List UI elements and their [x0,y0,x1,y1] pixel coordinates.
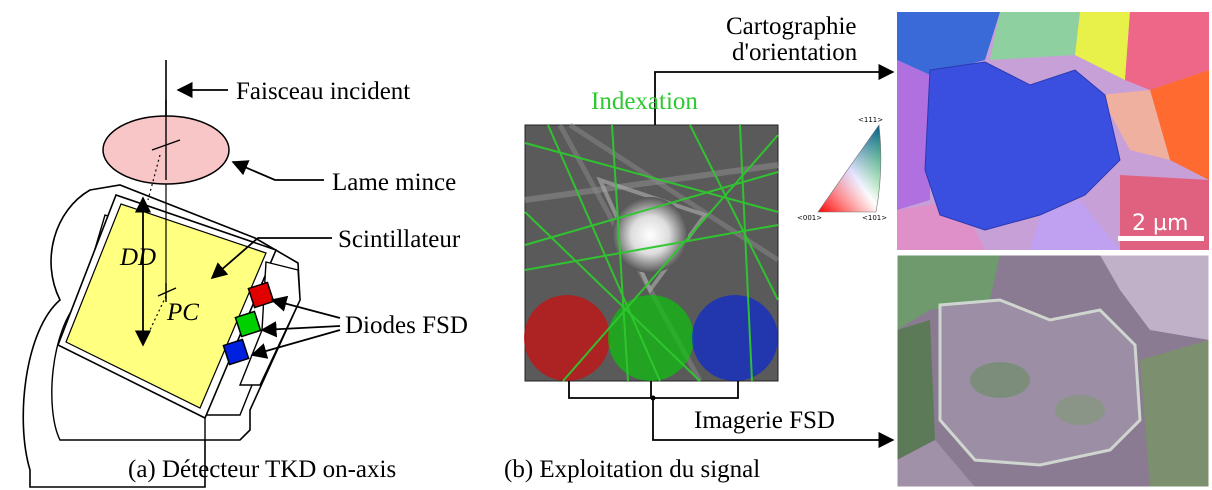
ipf-label-111: <111> [858,116,883,124]
connector-fsd [568,381,739,399]
connector-indexation [654,63,895,125]
ipf-label-001: <001> [797,214,822,222]
label-pc: PC [166,299,199,326]
label-foil: Lame mince [332,169,456,196]
fsd-disc-blue [692,295,778,381]
label-dd: DD [119,244,156,271]
label-mapping-line2: d'orientation [732,39,858,66]
diode-red [247,281,275,309]
label-diodes: Diodes FSD [345,312,468,339]
label-beam: Faisceau incident [236,78,410,105]
label-indexation: Indexation [591,88,698,115]
caption-a: (a) Détecteur TKD on-axis [128,456,396,483]
diode-green [234,310,262,338]
orientation-map [897,12,1209,250]
ipf-color-key [817,124,882,213]
large-grain [924,61,1121,231]
kikuchi-pattern [524,122,780,383]
caption-b: (b) Exploitation du signal [504,456,760,483]
scintillator-screen [65,203,267,409]
label-scintillator: Scintillateur [338,226,461,253]
fsd-disc-red [524,295,610,381]
fsd-disc-green [608,295,694,381]
fsd-image [897,255,1209,487]
label-mapping-line1: Cartographie [726,13,857,40]
scale-bar-label: 2 µm [1132,211,1188,236]
detector-schematic [22,60,341,488]
label-fsd-imaging: Imagerie FSD [694,407,835,434]
ipf-label-101: <101> [862,214,887,222]
diode-blue [222,338,250,366]
